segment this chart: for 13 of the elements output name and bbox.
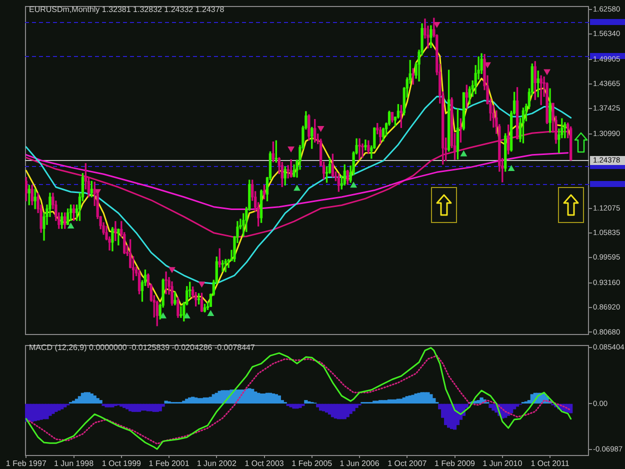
x-tick-label: 1 Feb 2005 bbox=[292, 459, 333, 468]
x-tick-label: 1 Oct 2011 bbox=[530, 459, 570, 468]
x-tick-label: 1 Feb 2009 bbox=[434, 459, 476, 468]
x-tick-label: 1 Feb 1997 bbox=[6, 459, 47, 468]
x-tick-label: 1 Feb 2001 bbox=[148, 459, 190, 468]
x-tick-label: 1 Jun 2010 bbox=[482, 459, 523, 468]
x-tick-label: 1 Jun 2002 bbox=[196, 459, 237, 468]
x-tick-label: 1 Jun 1998 bbox=[54, 459, 94, 468]
x-tick-label: 1 Jun 2006 bbox=[340, 459, 380, 468]
x-tick-label: 1 Oct 2003 bbox=[244, 459, 284, 468]
x-tick-label: 1 Oct 1999 bbox=[102, 459, 142, 468]
x-tick-label: 1 Oct 2007 bbox=[388, 459, 428, 468]
chart-title: EURUSDm,Monthly 1.32381 1.32832 1.24332 1.24378 bbox=[29, 5, 224, 15]
